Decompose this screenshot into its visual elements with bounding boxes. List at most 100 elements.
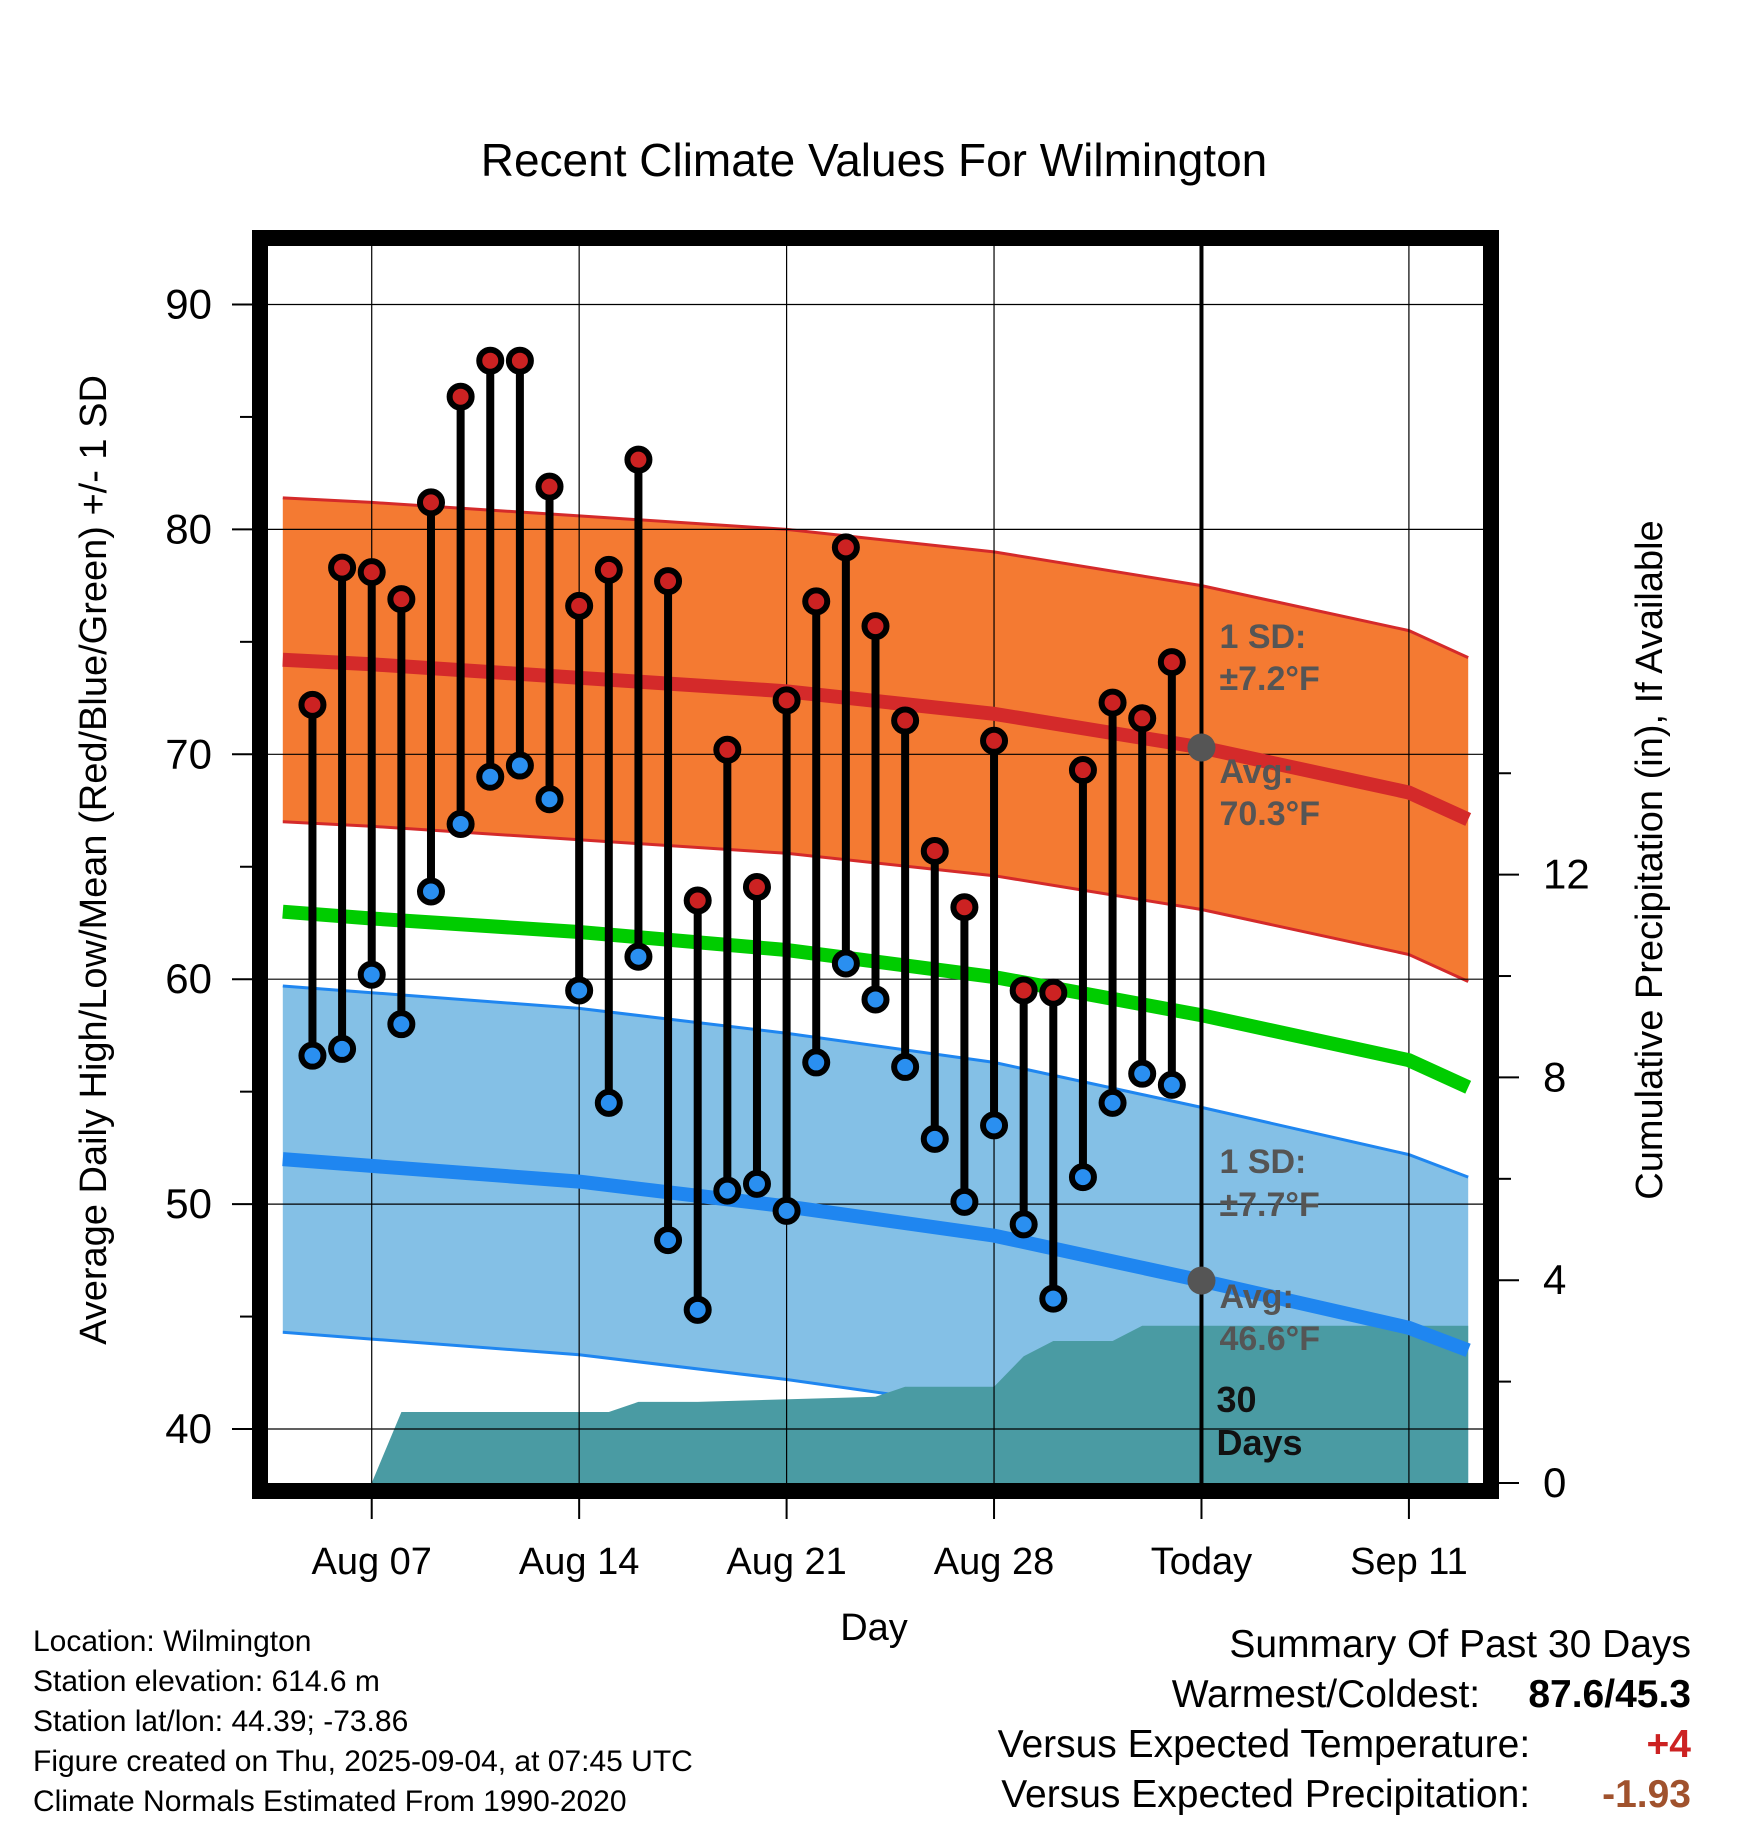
daily-low-point	[1068, 1163, 1097, 1192]
daily-low-point	[980, 1111, 1009, 1140]
daily-high-point	[446, 382, 475, 411]
plot-area	[268, 246, 1483, 1483]
daily-high-point	[950, 893, 979, 922]
daily-low-point	[861, 985, 890, 1014]
daily-low-point	[713, 1176, 742, 1205]
y-tick-label: 80	[165, 505, 212, 552]
warm-cold-label: Warmest/Coldest:	[1171, 1673, 1481, 1716]
daily-high-point	[742, 872, 771, 901]
summary-panel: Summary Of Past 30 Days Warmest/Coldest:…	[998, 1620, 1691, 1820]
low-avg-value: 46.6°F	[1219, 1320, 1320, 1358]
high-sd-value: ±7.2°F	[1219, 660, 1319, 698]
x-axis-label: Day	[840, 1607, 908, 1649]
daily-high-point	[683, 886, 712, 915]
daily-low-point	[654, 1226, 683, 1255]
daily-low-point	[1128, 1059, 1157, 1088]
normal-low-line	[282, 1152, 1471, 1357]
daily-low-point	[1039, 1284, 1068, 1313]
daily-high-point	[476, 346, 505, 375]
daily-low-point	[831, 949, 860, 978]
summary-row-precip: Versus Expected Precipitation: -1.93	[998, 1770, 1691, 1820]
created-text: Figure created on Thu, 2025-09-04, at 07…	[33, 1745, 693, 1778]
days-word-label: Days	[1216, 1422, 1302, 1463]
x-tick-label: Aug 21	[726, 1541, 846, 1583]
daily-high-point	[624, 445, 653, 474]
daily-high-point	[1009, 976, 1038, 1005]
daily-high-point	[1157, 648, 1186, 677]
daily-high-point	[1068, 756, 1097, 785]
daily-high-point	[505, 346, 534, 375]
daily-low-point	[446, 810, 475, 839]
daily-high-point	[1098, 688, 1127, 717]
daily-low-point	[624, 942, 653, 971]
days-count-label: 30	[1216, 1379, 1256, 1420]
plot-frame	[252, 230, 1499, 1499]
daily-low-point	[416, 877, 445, 906]
daily-high-point	[980, 726, 1009, 755]
daily-low-point	[1098, 1088, 1127, 1117]
y2-tick-label: 8	[1543, 1053, 1566, 1100]
high-avg-label: Avg:	[1219, 753, 1293, 791]
chart-title: Recent Climate Values For Wilmington	[481, 134, 1268, 186]
daily-low-point	[357, 960, 386, 989]
daily-high-point	[891, 706, 920, 735]
y-tick-label: 40	[165, 1405, 212, 1452]
daily-high-point	[654, 567, 683, 596]
daily-high-point	[713, 735, 742, 764]
daily-high-point	[298, 690, 327, 719]
x-tick-label: Today	[1151, 1541, 1252, 1583]
daily-low-point	[802, 1048, 831, 1077]
high-sd-label: 1 SD:	[1219, 618, 1306, 656]
high-sd-band-upper-edge	[282, 496, 1469, 659]
daily-low-point	[594, 1088, 623, 1117]
daily-high-point	[357, 558, 386, 587]
normal-mean-line	[282, 904, 1472, 1094]
location-text: Location: Wilmington	[33, 1625, 312, 1658]
low-avg-label: Avg:	[1219, 1278, 1293, 1316]
x-tick-label: Aug 14	[519, 1541, 639, 1583]
daily-high-point	[861, 612, 890, 641]
high-sd-band-lower-edge	[282, 820, 1469, 983]
daily-high-point	[772, 686, 801, 715]
precipitation-area	[371, 1325, 1469, 1483]
daily-low-point	[1009, 1210, 1038, 1239]
low-sd-band-upper-edge	[282, 984, 1469, 1179]
y-axis-label: Average Daily High/Low/Mean (Red/Blue/Gr…	[73, 375, 115, 1345]
daily-low-point	[476, 762, 505, 791]
daily-low-point	[891, 1052, 920, 1081]
daily-high-point	[535, 472, 564, 501]
daily-low-point	[535, 785, 564, 814]
low-sd-label: 1 SD:	[1219, 1143, 1306, 1181]
y-tick-label: 50	[165, 1180, 212, 1227]
daily-high-point	[1128, 704, 1157, 733]
y2-tick-label: 4	[1543, 1256, 1566, 1303]
normals-text: Climate Normals Estimated From 1990-2020	[33, 1785, 627, 1818]
temp-value: +4	[1646, 1723, 1691, 1766]
latlon-text: Station lat/lon: 44.39; -73.86	[33, 1705, 409, 1738]
today-low-avg-marker	[1187, 1266, 1216, 1295]
warm-cold-value: 87.6/45.3	[1528, 1673, 1691, 1716]
y2-tick-label: 12	[1543, 851, 1590, 898]
daily-low-point	[328, 1034, 357, 1063]
low-sd-value: ±7.7°F	[1219, 1186, 1319, 1224]
elevation-text: Station elevation: 614.6 m	[33, 1665, 380, 1698]
daily-high-point	[328, 553, 357, 582]
daily-low-point	[772, 1196, 801, 1225]
daily-high-point	[1039, 978, 1068, 1007]
daily-high-point	[594, 555, 623, 584]
daily-high-point	[565, 591, 594, 620]
daily-low-point	[1157, 1070, 1186, 1099]
y-tick-label: 70	[165, 730, 212, 777]
daily-low-point	[683, 1295, 712, 1324]
daily-high-point	[387, 585, 416, 614]
x-tick-label: Aug 07	[311, 1541, 431, 1583]
high-avg-value: 70.3°F	[1219, 795, 1320, 833]
daily-high-point	[920, 837, 949, 866]
daily-low-point	[387, 1010, 416, 1039]
y2-axis-label: Cumulative Precipitation (in), If Availa…	[1629, 520, 1671, 1199]
y-tick-label: 90	[165, 280, 212, 327]
precip-value: -1.93	[1602, 1773, 1691, 1816]
x-tick-label: Sep 11	[1350, 1541, 1468, 1583]
daily-low-point	[565, 976, 594, 1005]
